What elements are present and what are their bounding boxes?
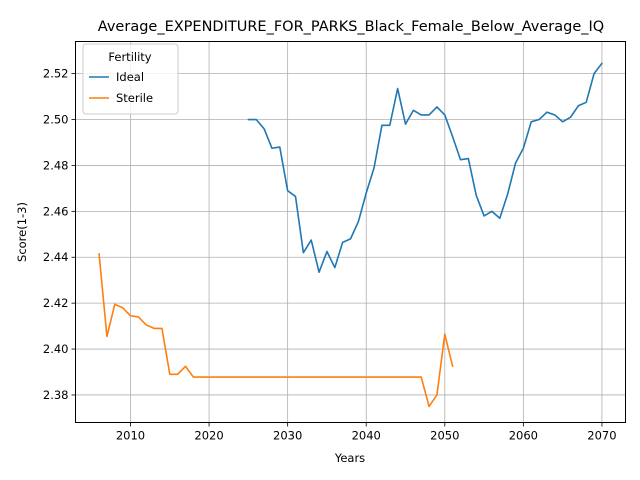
y-tick-label: 2.44 (43, 250, 69, 264)
y-tick-label: 2.42 (43, 296, 69, 310)
legend-label-sterile: Sterile (116, 91, 153, 105)
legend-label-ideal: Ideal (116, 70, 144, 84)
legend: Fertility Ideal Sterile (82, 43, 179, 115)
x-tick-label: 2070 (587, 429, 616, 443)
x-tick-label: 2010 (116, 429, 145, 443)
x-tick-label: 2040 (352, 429, 381, 443)
y-tick-label: 2.48 (43, 158, 69, 172)
y-axis-label: Score(1-3) (15, 202, 29, 262)
grid-lines (75, 41, 626, 423)
y-tick-label: 2.50 (43, 113, 69, 127)
x-tick-label: 2030 (273, 429, 302, 443)
plot-area-frame (75, 41, 626, 423)
legend-title: Fertility (108, 50, 151, 64)
x-tick-label: 2020 (194, 429, 223, 443)
x-axis-label: Years (334, 451, 365, 465)
legend-box (82, 43, 179, 115)
x-tick-label: 2060 (509, 429, 538, 443)
series-line-sterile (98, 253, 454, 408)
y-axis-ticks: 2.38 2.40 2.42 2.44 2.46 2.48 2.50 2.52 (43, 67, 76, 402)
series-line-ideal (247, 62, 603, 273)
chart-title: Average_EXPENDITURE_FOR_PARKS_Black_Fema… (98, 19, 604, 35)
x-axis-ticks: 2010 2020 2030 2040 2050 2060 2070 (116, 422, 617, 443)
y-tick-label: 2.40 (43, 342, 69, 356)
y-tick-label: 2.46 (43, 204, 69, 218)
x-tick-label: 2050 (430, 429, 459, 443)
series-lines (98, 62, 603, 408)
y-tick-label: 2.52 (43, 67, 69, 81)
y-tick-label: 2.38 (43, 388, 69, 402)
